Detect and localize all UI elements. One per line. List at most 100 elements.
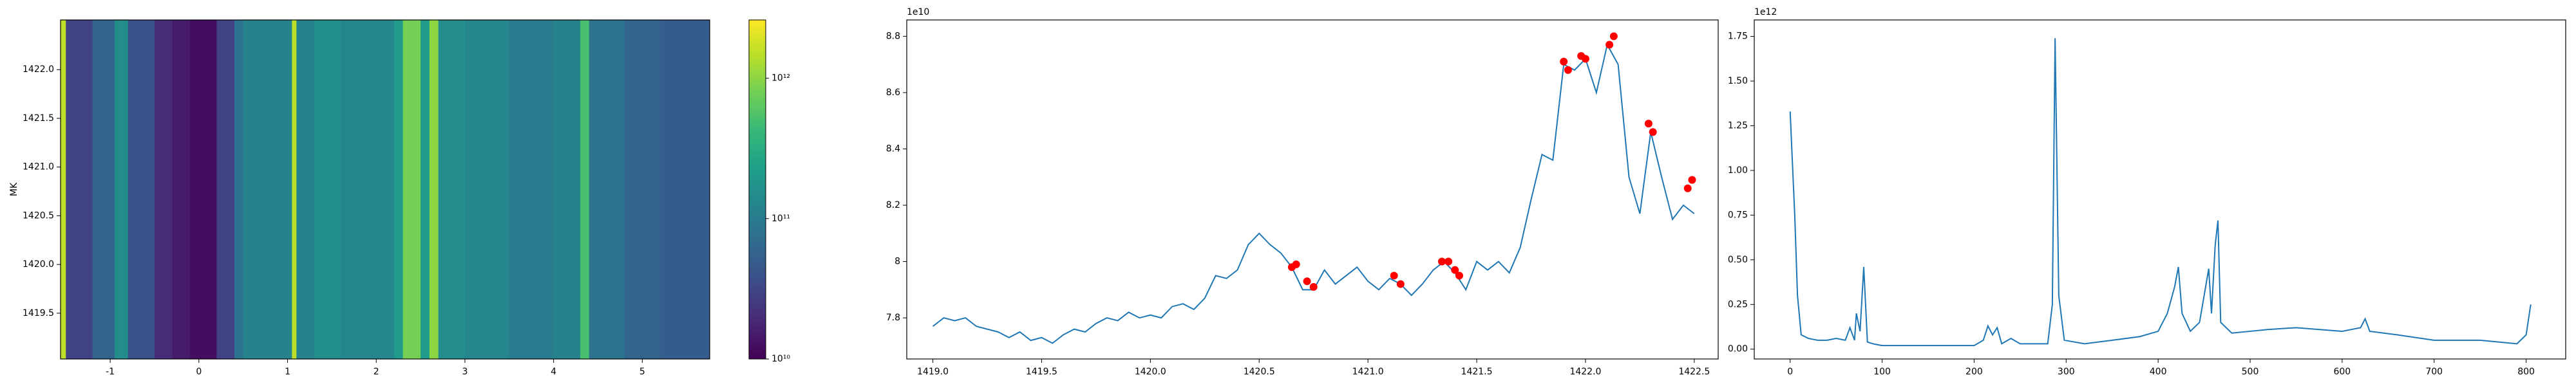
y-tick-label: 1.75	[1728, 32, 1748, 42]
peak-marker	[1444, 257, 1453, 266]
x-tick-label: 500	[2242, 367, 2259, 377]
peak-marker	[1437, 257, 1446, 266]
peak-marker	[1309, 282, 1318, 291]
y-tick-label: 0.00	[1728, 344, 1748, 354]
x-tick-label: 800	[2517, 367, 2535, 377]
peak-marker	[1303, 277, 1311, 286]
peak-marker	[1451, 266, 1459, 274]
y-tick-label: 8.6	[886, 87, 900, 98]
y-tick-label: 1.25	[1728, 120, 1748, 131]
heat-cell	[154, 20, 173, 359]
peak-marker	[1605, 41, 1614, 49]
x-tick-label: 700	[2425, 367, 2443, 377]
x-tick-label: 5	[639, 367, 645, 377]
heat-cell	[296, 20, 315, 359]
peak-marker	[1455, 271, 1464, 280]
data-line	[1789, 38, 2532, 347]
x-tick-label: 1420.5	[1244, 367, 1275, 377]
y-tick-label: 1419.5	[23, 308, 54, 318]
y-tick-label: 1422.0	[23, 64, 54, 75]
y-axis-label: MK	[9, 182, 19, 196]
colorbar-tick-label: 10¹²	[772, 73, 790, 84]
heat-cell	[341, 20, 395, 359]
heat-cell	[464, 20, 510, 359]
heat-cell	[292, 20, 297, 359]
peak-marker	[1609, 32, 1618, 41]
y-tick-label: 0.75	[1728, 210, 1748, 220]
x-tick-label: 400	[2150, 367, 2167, 377]
y-tick-label: 1420.0	[23, 259, 54, 270]
x-tick-label: 0	[1787, 367, 1793, 377]
heat-cell	[624, 20, 661, 359]
axes-frame	[60, 19, 710, 360]
x-tick-label: 200	[1965, 367, 1983, 377]
peak-marker	[1644, 120, 1653, 128]
heat-cell	[115, 20, 129, 359]
heat-cell	[553, 20, 581, 359]
colorbar-tick-label: 10¹¹	[772, 214, 790, 224]
heat-cell	[234, 20, 244, 359]
heat-cell	[66, 20, 93, 359]
peak-marker	[1564, 66, 1572, 74]
peak-marker	[1560, 57, 1568, 66]
x-tick-label: 300	[2058, 367, 2075, 377]
heat-cell	[421, 20, 430, 359]
peak-marker	[1683, 184, 1692, 192]
axis-offset-label: 1e10	[907, 7, 929, 17]
heat-cell	[128, 20, 155, 359]
heat-cell	[509, 20, 554, 359]
x-tick-label: 1419.0	[917, 367, 949, 377]
y-tick-label: 1420.5	[23, 210, 54, 221]
y-tick-label: 8.8	[886, 31, 900, 41]
x-tick-label: 1421.5	[1461, 367, 1493, 377]
y-tick-label: 8.4	[886, 143, 900, 154]
peak-marker	[1649, 128, 1657, 136]
heat-cell	[61, 20, 66, 359]
y-tick-label: 0.25	[1728, 299, 1748, 309]
peak-marker	[1688, 176, 1696, 184]
y-tick-label: 1.50	[1728, 76, 1748, 86]
y-tick-label: 0.50	[1728, 255, 1748, 265]
heat-cell	[393, 20, 404, 359]
x-tick-label: 100	[1873, 367, 1891, 377]
peak-marker	[1390, 271, 1398, 280]
heat-cell	[429, 20, 439, 359]
x-tick-label: 2	[374, 367, 379, 377]
heat-cell	[402, 20, 421, 359]
x-tick-label: -1	[106, 367, 115, 377]
heat-cell	[190, 20, 217, 359]
y-tick-label: 1421.0	[23, 162, 54, 172]
heat-cell	[580, 20, 590, 359]
y-tick-label: 7.8	[886, 313, 900, 323]
x-tick-label: 1419.5	[1026, 367, 1057, 377]
x-tick-label: 3	[462, 367, 468, 377]
x-tick-label: 1422.5	[1678, 367, 1710, 377]
x-tick-label: 0	[196, 367, 202, 377]
heat-cell	[216, 20, 235, 359]
heat-cell	[438, 20, 466, 359]
y-tick-label: 8.2	[886, 200, 900, 210]
y-tick-label: 1421.5	[23, 113, 54, 124]
heat-cell	[172, 20, 191, 359]
heat-cell	[589, 20, 625, 359]
axes-frame	[1754, 19, 2566, 360]
heat-cell	[659, 20, 710, 359]
heat-cell	[314, 20, 341, 359]
peak-marker	[1292, 260, 1300, 268]
colorbar-tick-label: 10¹⁰	[772, 354, 790, 364]
x-tick-label: 1421.0	[1352, 367, 1384, 377]
x-tick-label: 1	[285, 367, 290, 377]
peak-marker	[1581, 55, 1589, 63]
y-tick-label: 1.00	[1728, 165, 1748, 176]
peak-marker	[1396, 280, 1405, 288]
heat-cell	[92, 20, 115, 359]
colorbar	[748, 19, 766, 360]
x-tick-label: 600	[2333, 367, 2351, 377]
data-line	[932, 42, 1695, 344]
heat-cell	[243, 20, 292, 359]
x-tick-label: 4	[551, 367, 556, 377]
x-tick-label: 1422.0	[1569, 367, 1601, 377]
axes-frame	[906, 19, 1719, 360]
y-tick-label: 8	[895, 257, 900, 267]
